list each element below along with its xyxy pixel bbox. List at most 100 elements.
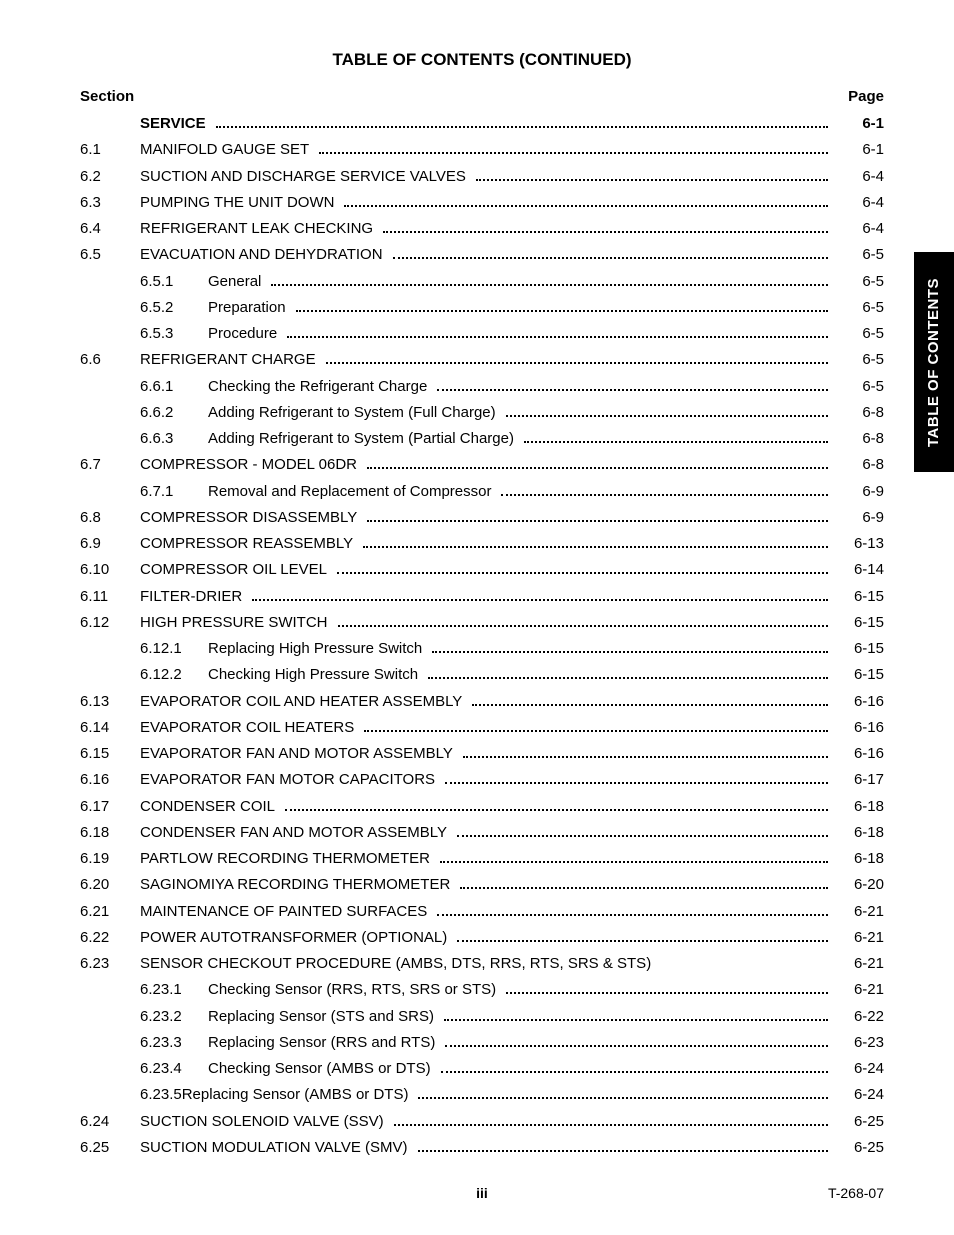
toc-entry-text: Checking Sensor (RRS, RTS, SRS or STS): [208, 977, 502, 1003]
toc-leader-dots: [337, 562, 828, 574]
toc-leader-dots: [524, 431, 828, 443]
toc-leader-dots: [506, 405, 828, 417]
toc-leader-dots: [285, 799, 828, 811]
toc-leader-dots: [444, 1009, 828, 1021]
toc-leader-dots: [445, 772, 828, 784]
toc-row: 6.23.1Checking Sensor (RRS, RTS, SRS or …: [80, 977, 884, 1003]
toc-section-number: 6.4: [80, 216, 140, 242]
toc-leader-dots: [428, 667, 828, 679]
toc-entry-text: Adding Refrigerant to System (Full Charg…: [208, 400, 502, 426]
toc-row: 6.12.2Checking High Pressure Switch6-15: [80, 662, 884, 688]
toc-row: 6.23.4Checking Sensor (AMBS or DTS) 6-24: [80, 1056, 884, 1082]
toc-row: 6.6REFRIGERANT CHARGE6-5: [80, 347, 884, 373]
toc-entry-text: COMPRESSOR - MODEL 06DR: [140, 452, 363, 478]
toc-row: 6.9COMPRESSOR REASSEMBLY6-13: [80, 531, 884, 557]
toc-page-number: 6-16: [832, 715, 884, 741]
side-tab-label: TABLE OF CONTENTS: [926, 277, 943, 446]
toc-section-number: 6.12: [80, 610, 140, 636]
toc-leader-dots: [383, 221, 828, 233]
toc-page-number: 6-5: [832, 347, 884, 373]
toc-row: 6.13EVAPORATOR COIL AND HEATER ASSEMBLY6…: [80, 689, 884, 715]
toc-entry-text: Checking the Refrigerant Charge: [208, 374, 433, 400]
toc-page-number: 6-8: [832, 400, 884, 426]
toc-section-number: 6.5: [80, 242, 140, 268]
toc-page-number: 6-21: [832, 977, 884, 1003]
toc-page-number: 6-24: [832, 1056, 884, 1082]
toc-entry-text: Replacing Sensor (RRS and RTS): [208, 1030, 441, 1056]
toc-page-number: 6-17: [832, 767, 884, 793]
toc-section-number: 6.20: [80, 872, 140, 898]
toc-entry-text: PARTLOW RECORDING THERMOMETER: [140, 846, 436, 872]
toc-section-number: 6.7: [80, 452, 140, 478]
toc-subsection-number: 6.23.4: [140, 1056, 208, 1082]
toc-leader-dots: [296, 300, 828, 312]
toc-leader-dots: [363, 536, 828, 548]
toc-page-number: 6-9: [832, 505, 884, 531]
toc-subsection-number: 6.5.2: [140, 295, 208, 321]
toc-leader-dots: [216, 116, 828, 128]
toc-section-number: 6.17: [80, 794, 140, 820]
toc-page-number: 6-1: [832, 137, 884, 163]
toc-entry-text: MANIFOLD GAUGE SET: [140, 137, 315, 163]
toc-page-number: 6-21: [832, 925, 884, 951]
toc-section-number: 6.15: [80, 741, 140, 767]
toc-page-number: 6-25: [832, 1109, 884, 1135]
toc-subsection-number: 6.23.5: [140, 1082, 182, 1108]
toc-row: 6.3PUMPING THE UNIT DOWN6-4: [80, 190, 884, 216]
toc-section-number: 6.24: [80, 1109, 140, 1135]
toc-entry-text: Checking Sensor (AMBS or DTS): [208, 1056, 437, 1082]
toc-page-number: 6-18: [832, 846, 884, 872]
toc-page-number: 6-23: [832, 1030, 884, 1056]
toc-row: 6.15EVAPORATOR FAN AND MOTOR ASSEMBLY6-1…: [80, 741, 884, 767]
toc-row: 6.23.3Replacing Sensor (RRS and RTS)6-23: [80, 1030, 884, 1056]
toc-leader-dots: [271, 274, 828, 286]
toc-entry-text: Preparation: [208, 295, 292, 321]
toc-leader-dots: [440, 851, 828, 863]
toc-section-number: 6.3: [80, 190, 140, 216]
toc-page-number: 6-15: [832, 662, 884, 688]
toc-row: 6.8COMPRESSOR DISASSEMBLY6-9: [80, 505, 884, 531]
toc-row: 6.23SENSOR CHECKOUT PROCEDURE (AMBS, DTS…: [80, 951, 884, 977]
toc-page-number: 6-21: [832, 951, 884, 977]
toc-row: 6.23.5Replacing Sensor (AMBS or DTS)6-24: [80, 1082, 884, 1108]
column-headers: Section Page: [80, 88, 884, 105]
toc-entry-text: POWER AUTOTRANSFORMER (OPTIONAL): [140, 925, 453, 951]
toc-row: 6.14EVAPORATOR COIL HEATERS6-16: [80, 715, 884, 741]
toc-section-number: 6.25: [80, 1135, 140, 1161]
toc-row: 6.6.2Adding Refrigerant to System (Full …: [80, 400, 884, 426]
toc-section-number: 6.8: [80, 505, 140, 531]
toc-page-number: 6-5: [832, 374, 884, 400]
toc-leader-dots: [364, 720, 828, 732]
toc-subsection-number: 6.23.1: [140, 977, 208, 1003]
toc-entry-text: SUCTION MODULATION VALVE (SMV): [140, 1135, 414, 1161]
toc-row: 6.7.1Removal and Replacement of Compress…: [80, 479, 884, 505]
toc-entry-text: Replacing Sensor (AMBS or DTS): [182, 1082, 415, 1108]
toc-leader-dots: [418, 1087, 828, 1099]
toc-section-number: 6.18: [80, 820, 140, 846]
page-title: TABLE OF CONTENTS (CONTINUED): [80, 50, 884, 70]
toc-leader-dots: [457, 930, 828, 942]
toc-section-number: 6.22: [80, 925, 140, 951]
toc-row: 6.7COMPRESSOR - MODEL 06DR6-8: [80, 452, 884, 478]
toc-entry-text: EVAPORATOR COIL HEATERS: [140, 715, 360, 741]
toc-section-number: 6.11: [80, 584, 140, 610]
toc-page-number: 6-15: [832, 636, 884, 662]
toc-leader-dots: [437, 379, 828, 391]
toc-row: 6.18CONDENSER FAN AND MOTOR ASSEMBLY6-18: [80, 820, 884, 846]
toc-entry-text: HIGH PRESSURE SWITCH: [140, 610, 334, 636]
toc-entry-text: FILTER-DRIER: [140, 584, 248, 610]
toc-entry-text: SUCTION SOLENOID VALVE (SSV): [140, 1109, 390, 1135]
toc-row: 6.6.3Adding Refrigerant to System (Parti…: [80, 426, 884, 452]
toc-entry-text: Checking High Pressure Switch: [208, 662, 424, 688]
toc-section-number: 6.19: [80, 846, 140, 872]
toc-leader-dots: [457, 825, 828, 837]
toc-row: 6.5EVACUATION AND DEHYDRATION6-5: [80, 242, 884, 268]
toc-leader-dots: [393, 247, 828, 259]
footer-page-number: iii: [80, 1185, 884, 1201]
toc-row: 6.5.2Preparation6-5: [80, 295, 884, 321]
toc-section-number: 6.21: [80, 899, 140, 925]
toc-page-number: 6-9: [832, 479, 884, 505]
toc-entry-text: SENSOR CHECKOUT PROCEDURE (AMBS, DTS, RR…: [140, 951, 657, 977]
toc-page-number: 6-16: [832, 741, 884, 767]
toc-page-number: 6-22: [832, 1004, 884, 1030]
